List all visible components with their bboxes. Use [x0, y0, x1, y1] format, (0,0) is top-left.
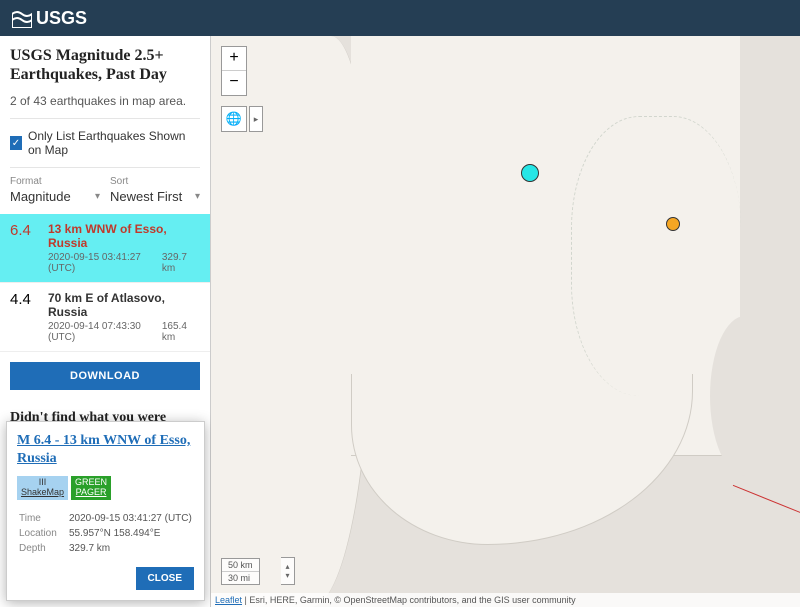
download-button[interactable]: DOWNLOAD — [10, 362, 200, 390]
app-header: USGS — [0, 0, 800, 36]
close-button[interactable]: CLOSE — [136, 567, 194, 590]
sort-label: Sort — [110, 176, 200, 187]
scale-expand[interactable]: ▴▾ — [281, 557, 295, 585]
map-canvas[interactable]: + − 🌐 ▸ 50 km 30 mi ▴▾ Leaflet | Esri, H… — [211, 36, 800, 607]
main-layout: USGS Magnitude 2.5+ Earthquakes, Past Da… — [0, 36, 800, 607]
format-label: Format — [10, 176, 100, 187]
leaflet-link[interactable]: Leaflet — [215, 595, 242, 605]
wave-icon — [12, 8, 32, 28]
format-select[interactable]: Format Magnitude▾ — [10, 176, 100, 204]
epicenter-marker[interactable] — [521, 164, 539, 182]
scale-bar: 50 km 30 mi — [221, 558, 260, 585]
usgs-logo[interactable]: USGS — [12, 8, 87, 29]
chevron-down-icon: ▾ — [95, 191, 100, 202]
basemap-expand[interactable]: ▸ — [249, 106, 263, 132]
sidebar: USGS Magnitude 2.5+ Earthquakes, Past Da… — [0, 36, 211, 607]
list-item[interactable]: 4.4 70 km E of Atlasovo, Russia 2020-09-… — [0, 283, 210, 352]
basemap-button[interactable]: 🌐 — [221, 106, 247, 132]
only-shown-row[interactable]: ✓ Only List Earthquakes Shown on Map — [10, 118, 200, 167]
item-title: 70 km E of Atlasovo, Russia — [48, 291, 200, 319]
epicenter-marker[interactable] — [666, 217, 680, 231]
event-popup: M 6.4 - 13 km WNW of Esso, Russia IIISha… — [6, 421, 205, 601]
popup-details: Time2020-09-15 03:41:27 (UTC) Location55… — [17, 510, 194, 557]
item-title: 13 km WNW of Esso, Russia — [48, 222, 200, 250]
earthquake-list: 6.4 13 km WNW of Esso, Russia 2020-09-15… — [0, 214, 210, 352]
chevron-down-icon: ▾ — [195, 191, 200, 202]
map-attribution: Leaflet | Esri, HERE, Garmin, © OpenStre… — [211, 593, 800, 607]
brand-text: USGS — [36, 8, 87, 29]
checkbox-icon: ✓ — [10, 136, 22, 150]
count-text: 2 of 43 earthquakes in map area. — [10, 94, 200, 108]
sort-select[interactable]: Sort Newest First▾ — [110, 176, 200, 204]
magnitude: 6.4 — [10, 222, 38, 274]
magnitude: 4.4 — [10, 291, 38, 343]
shakemap-badge[interactable]: IIIShakeMap — [17, 476, 68, 500]
zoom-in-button[interactable]: + — [222, 47, 246, 71]
zoom-out-button[interactable]: − — [222, 71, 246, 95]
pager-badge[interactable]: GREENPAGER — [71, 476, 111, 500]
globe-icon: 🌐 — [226, 111, 242, 127]
popup-title[interactable]: M 6.4 - 13 km WNW of Esso, Russia — [17, 432, 194, 468]
list-item[interactable]: 6.4 13 km WNW of Esso, Russia 2020-09-15… — [0, 214, 210, 283]
only-shown-label: Only List Earthquakes Shown on Map — [28, 129, 200, 157]
zoom-control: + − — [221, 46, 247, 96]
feed-title: USGS Magnitude 2.5+ Earthquakes, Past Da… — [10, 46, 200, 84]
region-border — [571, 116, 741, 396]
